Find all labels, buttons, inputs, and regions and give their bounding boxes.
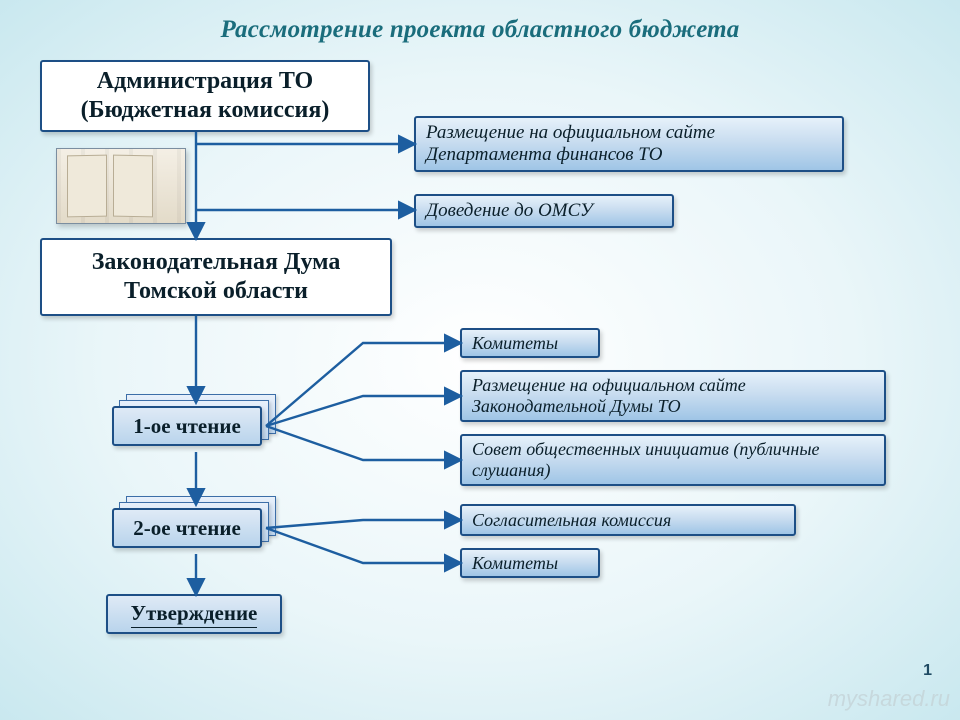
node-administration: Администрация ТО(Бюджетная комиссия) xyxy=(40,60,370,132)
page-number: 1 xyxy=(923,662,932,680)
side-site_fin: Размещение на официальном сайте Департам… xyxy=(414,116,844,172)
node-reading-1: 1-ое чтение xyxy=(112,406,262,446)
side-concil: Согласительная комиссия xyxy=(460,504,796,536)
slide: Рассмотрение проекта областного бюджета … xyxy=(0,0,960,720)
node-approval: Утверждение xyxy=(106,594,282,634)
watermark: myshared.ru xyxy=(828,686,950,712)
side-committees1: Комитеты xyxy=(460,328,600,358)
budget-photo xyxy=(56,148,186,224)
node-label: Администрация ТО(Бюджетная комиссия) xyxy=(81,67,330,125)
side-committees2: Комитеты xyxy=(460,548,600,578)
side-omsu: Доведение до ОМСУ xyxy=(414,194,674,228)
node-duma: Законодательная ДумаТомской области xyxy=(40,238,392,316)
side-council: Совет общественных инициатив (публичные … xyxy=(460,434,886,486)
node-label: Законодательная ДумаТомской области xyxy=(92,248,341,306)
node-label: 1-ое чтение xyxy=(133,414,241,439)
node-label: Утверждение xyxy=(131,601,258,628)
node-label: 2-ое чтение xyxy=(133,516,241,541)
node-reading-2: 2-ое чтение xyxy=(112,508,262,548)
slide-title: Рассмотрение проекта областного бюджета xyxy=(0,16,960,44)
side-site_duma: Размещение на официальном сайте Законода… xyxy=(460,370,886,422)
